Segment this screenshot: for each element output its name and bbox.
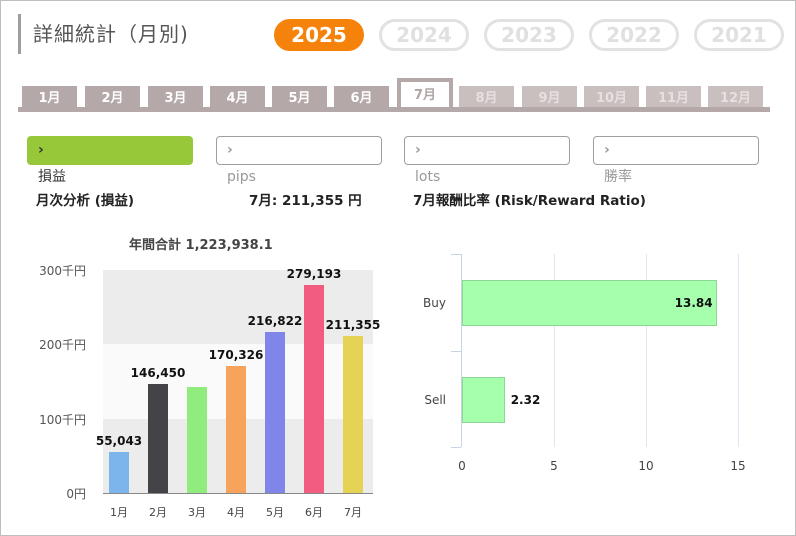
month-tab-3[interactable]: 3月: [148, 86, 203, 110]
y-tick-label: 200千円: [39, 338, 86, 353]
bar-value-label: 216,822: [247, 313, 303, 328]
year-tab-2025[interactable]: 2025: [274, 19, 364, 51]
bar-4月: [226, 366, 246, 493]
chevron-right-icon: ›: [38, 142, 44, 158]
month-tab-4[interactable]: 4月: [210, 86, 265, 110]
hbar-Sell: [462, 377, 505, 423]
x-tick-label: 4月: [227, 506, 245, 519]
bar-chart-title: 年間合計 1,223,938.1: [129, 238, 273, 253]
hbar-category-label: Sell: [424, 393, 446, 407]
y-axis-tick: [451, 254, 461, 255]
year-tab-2024[interactable]: 2024: [379, 19, 469, 51]
month-tab-12[interactable]: 12月: [708, 86, 763, 110]
y-axis-tick: [451, 351, 461, 352]
month-tab-10[interactable]: 10月: [584, 86, 639, 110]
bar-value-label: 170,326: [208, 348, 264, 363]
subtab-2[interactable]: › lots: [404, 136, 570, 185]
x-tick-label: 5月: [266, 506, 284, 519]
subtab-0[interactable]: › 損益: [27, 136, 193, 185]
y-tick-label: 0円: [66, 487, 86, 501]
subtab-label: 損益: [38, 169, 66, 185]
subtab-1[interactable]: › pips: [216, 136, 382, 185]
subtab-label: 勝率: [604, 169, 632, 185]
x-gridline: [646, 254, 647, 447]
year-tab-2021[interactable]: 2021: [694, 19, 784, 51]
bar-1月: [109, 452, 129, 493]
month-tab-8[interactable]: 8月: [459, 86, 514, 110]
year-tab-2023[interactable]: 2023: [484, 19, 574, 51]
page-title: 詳細統計（月別): [18, 14, 189, 54]
x-tick-label: 10: [638, 459, 654, 473]
plot-band: [103, 270, 373, 345]
bar-2月: [148, 384, 168, 493]
bar-value-label: 211,355: [325, 317, 381, 332]
x-axis-line: [103, 493, 373, 494]
x-tick-label: 2月: [149, 506, 167, 519]
x-tick-label: 15: [730, 459, 746, 473]
month-tab-11[interactable]: 11月: [646, 86, 701, 110]
month-summary: 7月: 211,355 円: [249, 193, 362, 209]
hbar-category-label: Buy: [423, 296, 446, 310]
y-tick-label: 100千円: [39, 412, 86, 427]
bar-7月: [343, 335, 363, 493]
left-chart-heading: 月次分析 (損益): [36, 193, 135, 209]
chevron-right-icon: ›: [227, 142, 233, 158]
hbar-value-label: 13.84: [674, 296, 713, 310]
x-tick-label: 6月: [305, 506, 323, 519]
chevron-right-icon: ›: [604, 142, 610, 158]
x-gridline: [738, 254, 739, 447]
bar-value-label: 55,043: [95, 434, 143, 449]
y-axis-tick: [451, 447, 461, 448]
month-tab-5[interactable]: 5月: [272, 86, 327, 110]
hbar-Buy: [462, 280, 717, 326]
x-tick-label: 0: [458, 459, 466, 473]
year-tab-2022[interactable]: 2022: [589, 19, 679, 51]
month-tab-2[interactable]: 2月: [85, 86, 140, 110]
y-axis-line: [461, 254, 462, 447]
bar-3月: [187, 386, 207, 493]
chevron-right-icon: ›: [415, 142, 421, 158]
hbar-value-label: 2.32: [510, 393, 541, 407]
month-tab-9[interactable]: 9月: [522, 86, 577, 110]
right-chart-heading: 7月報酬比率 (Risk/Reward Ratio): [413, 193, 646, 209]
x-tick-label: 3月: [188, 506, 206, 519]
subtab-3[interactable]: › 勝率: [593, 136, 759, 185]
month-tabs-underline: [18, 107, 770, 112]
bar-5月: [265, 331, 285, 493]
x-gridline: [554, 254, 555, 447]
year-selector: 2025 2024 2023 2022 2021: [274, 19, 796, 51]
month-tab-7[interactable]: 7月: [397, 78, 453, 112]
subtab-label: pips: [227, 169, 256, 185]
month-tab-1[interactable]: 1月: [22, 86, 77, 110]
bar-value-label: 279,193: [286, 267, 342, 282]
month-tab-6[interactable]: 6月: [334, 86, 389, 110]
x-tick-label: 7月: [344, 506, 362, 519]
y-tick-label: 300千円: [39, 264, 86, 278]
bar-value-label: 146,450: [130, 366, 186, 381]
x-tick-label: 1月: [110, 506, 128, 519]
subtab-label: lots: [415, 169, 441, 185]
x-tick-label: 5: [550, 459, 558, 473]
bar-6月: [304, 285, 324, 493]
